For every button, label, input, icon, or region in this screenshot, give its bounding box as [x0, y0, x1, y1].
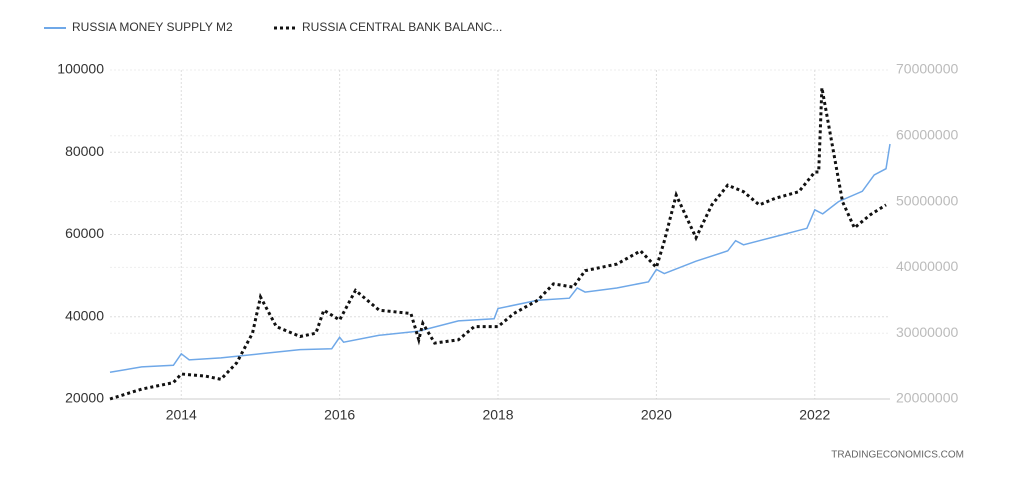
- y-tick-label: 40000: [65, 307, 104, 323]
- legend-label: RUSSIA MONEY SUPPLY M2: [72, 20, 233, 34]
- y2-tick-label: 40000000: [896, 258, 959, 274]
- x-tick-label: 2018: [482, 407, 513, 423]
- source: TRADINGECONOMICS.COM: [831, 450, 964, 461]
- x-tick-label: 2022: [799, 407, 830, 423]
- y2-tick-label: 60000000: [896, 127, 959, 143]
- y2-tick-label: 70000000: [896, 61, 959, 77]
- series-line: [109, 143, 891, 374]
- y-tick-label: 60000: [65, 225, 104, 241]
- x-tick-label: 2020: [641, 407, 672, 423]
- y-tick-label: 80000: [65, 143, 104, 159]
- y2-tick-label: 20000000: [896, 390, 959, 406]
- y-tick-label: 20000: [65, 390, 104, 406]
- y2-tick-label: 50000000: [896, 192, 959, 208]
- x-tick-label: 2016: [324, 407, 355, 423]
- y2-tick-label: 30000000: [896, 324, 959, 340]
- x-tick-label: 2014: [166, 407, 197, 423]
- series-line: [109, 87, 887, 401]
- legend-label: RUSSIA CENTRAL BANK BALANC...: [302, 20, 502, 34]
- y-tick-label: 100000: [57, 61, 104, 77]
